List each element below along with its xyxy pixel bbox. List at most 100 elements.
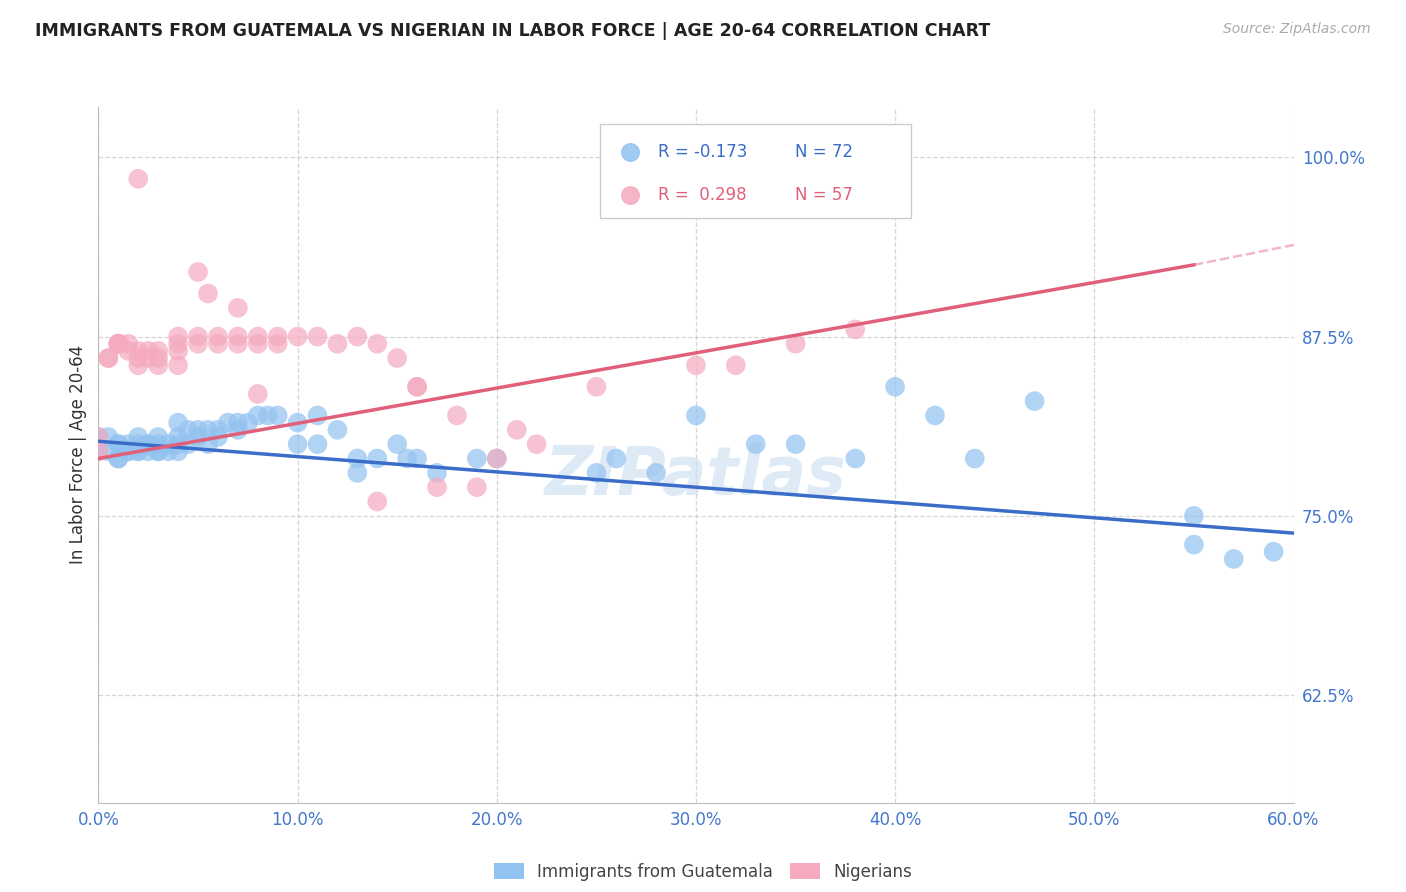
- Point: [107, 336, 129, 351]
- Point: [485, 451, 508, 466]
- Point: [924, 409, 946, 423]
- Point: [167, 430, 190, 444]
- Point: [963, 451, 986, 466]
- Point: [406, 451, 429, 466]
- Point: [167, 416, 190, 430]
- Point: [127, 171, 149, 186]
- Point: [117, 437, 139, 451]
- Point: [107, 336, 129, 351]
- Point: [844, 451, 866, 466]
- Point: [307, 409, 329, 423]
- Point: [1024, 394, 1046, 409]
- Point: [287, 329, 309, 343]
- Point: [148, 430, 170, 444]
- Point: [267, 336, 290, 351]
- Point: [485, 451, 508, 466]
- Point: [506, 423, 529, 437]
- Point: [685, 358, 707, 372]
- Point: [167, 437, 190, 451]
- Point: [136, 437, 159, 451]
- Point: [148, 343, 170, 358]
- Point: [187, 430, 209, 444]
- Point: [148, 437, 170, 451]
- Point: [87, 444, 110, 458]
- Point: [366, 494, 388, 508]
- Point: [426, 480, 449, 494]
- Point: [307, 437, 329, 451]
- Point: [446, 409, 468, 423]
- Point: [148, 444, 170, 458]
- Point: [973, 333, 995, 347]
- Point: [526, 437, 548, 451]
- Point: [585, 380, 607, 394]
- Point: [1222, 552, 1246, 566]
- Point: [127, 444, 149, 458]
- Point: [167, 358, 190, 372]
- Point: [226, 416, 249, 430]
- Point: [117, 343, 139, 358]
- Point: [97, 444, 120, 458]
- Point: [973, 244, 995, 258]
- Point: [585, 466, 607, 480]
- Point: [136, 351, 159, 365]
- Point: [326, 423, 349, 437]
- Point: [87, 430, 110, 444]
- Text: Source: ZipAtlas.com: Source: ZipAtlas.com: [1223, 22, 1371, 37]
- Point: [844, 322, 866, 336]
- Point: [127, 358, 149, 372]
- Point: [136, 343, 159, 358]
- Point: [87, 444, 110, 458]
- Point: [645, 466, 668, 480]
- Point: [605, 451, 627, 466]
- Point: [107, 336, 129, 351]
- Point: [426, 466, 449, 480]
- Y-axis label: In Labor Force | Age 20-64: In Labor Force | Age 20-64: [69, 345, 87, 565]
- Point: [326, 336, 349, 351]
- Point: [366, 451, 388, 466]
- Point: [127, 351, 149, 365]
- Point: [246, 329, 269, 343]
- Point: [167, 329, 190, 343]
- Point: [1263, 545, 1285, 559]
- Text: IMMIGRANTS FROM GUATEMALA VS NIGERIAN IN LABOR FORCE | AGE 20-64 CORRELATION CHA: IMMIGRANTS FROM GUATEMALA VS NIGERIAN IN…: [35, 22, 990, 40]
- Point: [465, 480, 488, 494]
- Point: [177, 437, 200, 451]
- Point: [246, 409, 269, 423]
- Point: [167, 444, 190, 458]
- Point: [226, 423, 249, 437]
- Point: [406, 380, 429, 394]
- Point: [385, 437, 409, 451]
- Point: [148, 358, 170, 372]
- Point: [107, 437, 129, 451]
- Point: [217, 416, 239, 430]
- Point: [97, 430, 120, 444]
- Point: [197, 423, 219, 437]
- Point: [107, 451, 129, 466]
- Point: [97, 351, 120, 365]
- Point: [136, 437, 159, 451]
- Point: [127, 437, 149, 451]
- Point: [117, 444, 139, 458]
- Text: R = -0.173: R = -0.173: [658, 144, 747, 161]
- Legend: Immigrants from Guatemala, Nigerians: Immigrants from Guatemala, Nigerians: [488, 856, 918, 888]
- Point: [107, 336, 129, 351]
- Point: [1182, 508, 1205, 523]
- Point: [267, 329, 290, 343]
- Point: [406, 380, 429, 394]
- Point: [366, 336, 388, 351]
- Point: [226, 336, 249, 351]
- Point: [226, 301, 249, 315]
- Point: [97, 351, 120, 365]
- Point: [307, 329, 329, 343]
- Point: [207, 336, 229, 351]
- Point: [346, 466, 368, 480]
- Point: [745, 437, 768, 451]
- Text: N = 57: N = 57: [796, 186, 853, 204]
- Point: [187, 336, 209, 351]
- Point: [148, 351, 170, 365]
- Point: [157, 437, 180, 451]
- Point: [136, 444, 159, 458]
- Point: [396, 451, 419, 466]
- Point: [287, 416, 309, 430]
- FancyBboxPatch shape: [600, 124, 911, 219]
